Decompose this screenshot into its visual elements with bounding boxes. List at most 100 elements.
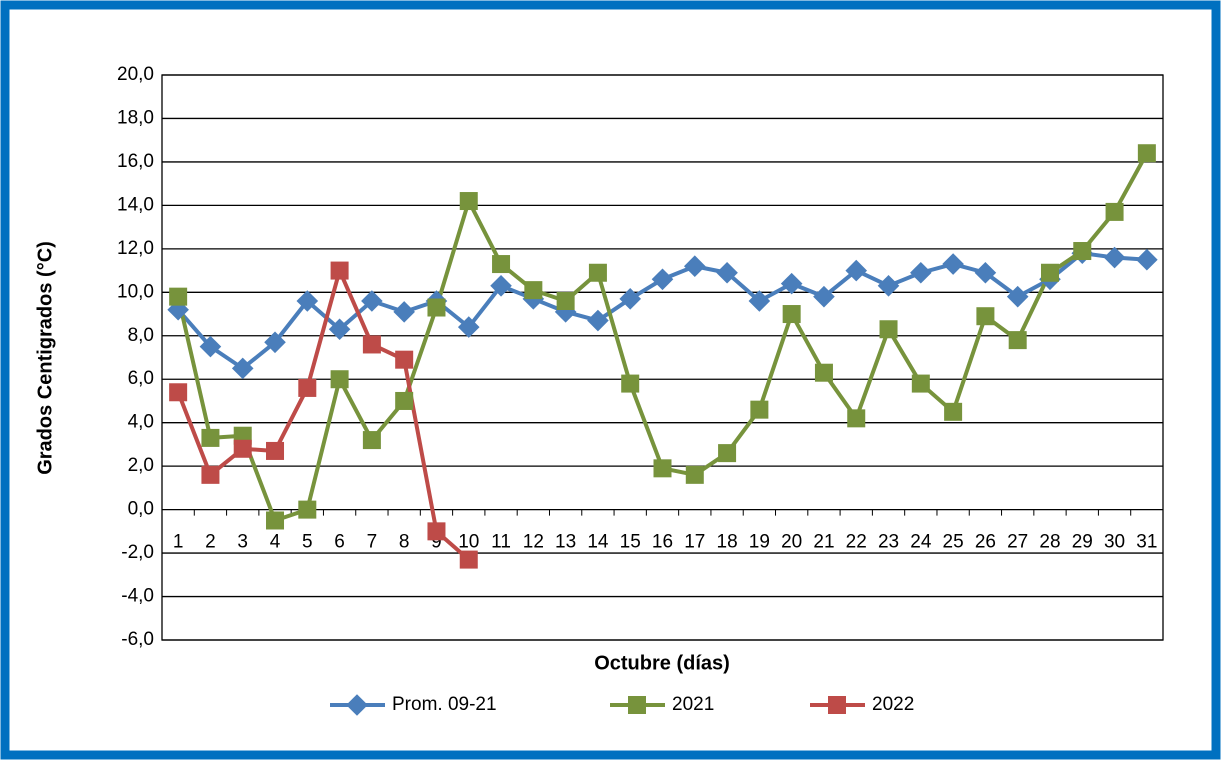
data-point bbox=[233, 439, 252, 458]
x-tick-label: 7 bbox=[367, 532, 378, 553]
data-point bbox=[395, 391, 414, 410]
x-axis-title: Octubre (días) bbox=[594, 652, 730, 674]
data-point bbox=[718, 444, 737, 463]
data-point bbox=[1103, 246, 1126, 269]
data-point bbox=[393, 301, 415, 323]
y-tick-label: 20,0 bbox=[117, 64, 154, 85]
y-tick-label: 6,0 bbox=[128, 368, 154, 389]
data-point bbox=[231, 357, 254, 380]
y-tick-label: -2,0 bbox=[121, 542, 154, 563]
data-point bbox=[944, 402, 963, 421]
data-point bbox=[653, 459, 672, 478]
data-point bbox=[330, 370, 349, 389]
x-tick-label: 18 bbox=[717, 532, 738, 553]
legend-label: 2022 bbox=[872, 694, 914, 715]
y-tick-label: 16,0 bbox=[117, 151, 154, 172]
data-point bbox=[201, 465, 220, 484]
x-tick-label: 2 bbox=[205, 532, 216, 553]
data-point bbox=[877, 274, 900, 297]
x-tick-label: 1 bbox=[173, 532, 184, 553]
data-point bbox=[813, 285, 835, 308]
y-tick-label: 14,0 bbox=[117, 194, 154, 215]
data-point bbox=[330, 261, 349, 280]
data-point bbox=[201, 428, 220, 447]
data-point bbox=[199, 335, 222, 358]
data-point bbox=[976, 307, 995, 326]
x-tick-label: 29 bbox=[1072, 532, 1093, 553]
x-tick-label: 11 bbox=[491, 532, 511, 553]
data-point bbox=[588, 263, 607, 282]
x-tick-label: 17 bbox=[684, 532, 705, 553]
data-point bbox=[651, 268, 674, 291]
data-point bbox=[619, 288, 642, 310]
y-tick-label: 4,0 bbox=[128, 412, 154, 433]
data-point bbox=[328, 318, 351, 341]
y-tick-label: 2,0 bbox=[128, 455, 154, 476]
x-tick-label: 25 bbox=[943, 532, 964, 553]
data-point bbox=[395, 350, 414, 369]
data-point bbox=[298, 500, 317, 519]
data-point bbox=[748, 290, 771, 312]
x-tick-label: 10 bbox=[458, 532, 479, 553]
x-tick-label: 19 bbox=[749, 532, 770, 553]
data-point bbox=[782, 305, 801, 324]
x-tick-label: 24 bbox=[910, 532, 932, 553]
data-point bbox=[716, 261, 738, 284]
data-point bbox=[554, 301, 577, 323]
x-tick-label: 22 bbox=[846, 532, 867, 553]
data-point bbox=[167, 298, 189, 321]
y-tick-label: -4,0 bbox=[121, 586, 154, 607]
data-point bbox=[362, 335, 381, 354]
data-point bbox=[266, 511, 285, 530]
y-tick-label: 10,0 bbox=[117, 281, 154, 302]
x-tick-label: 30 bbox=[1104, 532, 1125, 553]
plot-border bbox=[161, 74, 1164, 641]
x-tick-label: 21 bbox=[813, 532, 834, 553]
data-point bbox=[361, 290, 383, 312]
legend-marker bbox=[828, 696, 846, 714]
data-point bbox=[974, 261, 997, 284]
data-point bbox=[524, 281, 543, 300]
data-point bbox=[910, 261, 932, 284]
y-tick-label: 12,0 bbox=[117, 238, 154, 259]
data-point bbox=[683, 255, 706, 278]
data-point bbox=[362, 431, 381, 450]
legend-marker bbox=[346, 694, 368, 716]
x-tick-label: 5 bbox=[302, 532, 313, 553]
data-point bbox=[169, 287, 188, 306]
y-tick-label: 18,0 bbox=[117, 107, 154, 128]
x-tick-label: 12 bbox=[523, 532, 544, 553]
data-point bbox=[942, 253, 964, 275]
data-point bbox=[879, 320, 898, 339]
y-tick-label: 8,0 bbox=[128, 325, 154, 346]
legend-marker bbox=[628, 696, 646, 714]
data-point bbox=[427, 298, 446, 317]
data-point bbox=[427, 522, 446, 541]
x-tick-label: 15 bbox=[620, 532, 641, 553]
data-point bbox=[685, 465, 704, 484]
data-point bbox=[1008, 331, 1027, 350]
data-point bbox=[814, 363, 833, 382]
y-axis-title: Grados Centigrados (°C) bbox=[34, 241, 56, 475]
data-point bbox=[750, 400, 769, 419]
data-point bbox=[1073, 242, 1092, 261]
data-point bbox=[1105, 202, 1124, 221]
data-point bbox=[457, 316, 480, 338]
x-tick-label: 13 bbox=[555, 532, 576, 553]
series-line bbox=[176, 268, 471, 562]
legend-label: 2021 bbox=[672, 694, 714, 715]
x-tick-label: 23 bbox=[878, 532, 899, 553]
y-tick-label: -6,0 bbox=[121, 629, 154, 650]
x-tick-label: 28 bbox=[1039, 532, 1060, 553]
data-point bbox=[556, 292, 575, 310]
data-point bbox=[587, 309, 609, 332]
data-point bbox=[847, 409, 866, 428]
x-tick-label: 9 bbox=[431, 532, 442, 553]
data-point bbox=[459, 550, 478, 569]
data-point bbox=[169, 383, 188, 402]
data-point bbox=[490, 274, 512, 297]
legend-label: Prom. 09-21 bbox=[392, 694, 497, 715]
